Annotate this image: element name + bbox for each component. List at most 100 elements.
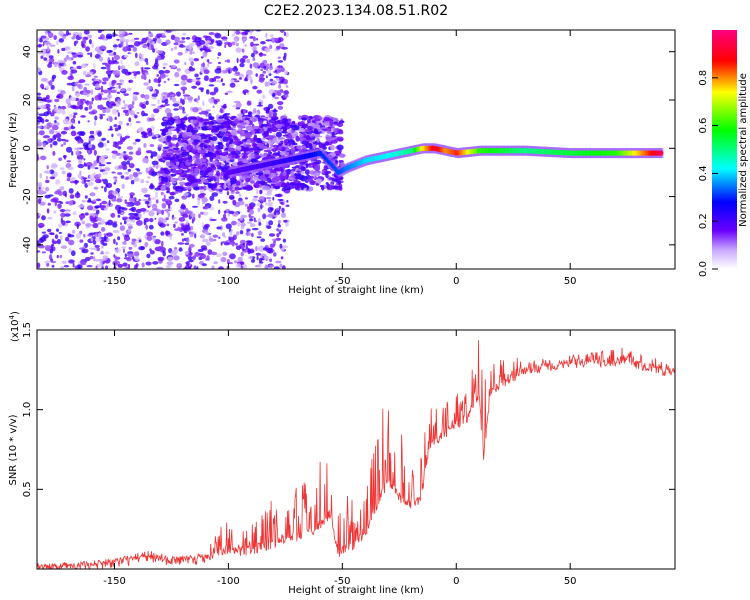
spectrogram-speckle (325, 173, 329, 179)
spectrogram-speckle (222, 103, 227, 110)
spectrogram-speckle (181, 121, 186, 124)
spectrogram-speckle (260, 68, 264, 71)
spectrogram-speckle (157, 83, 161, 87)
spectrogram-speckle (200, 245, 207, 250)
spectrogram-ridge-node (522, 148, 527, 153)
spectrogram-speckle (104, 186, 107, 193)
spectrogram-speckle (166, 223, 170, 227)
spectrogram-speckle (114, 195, 117, 200)
spectrogram-speckle (280, 151, 286, 156)
snr-y-tick-label: 1.0 (22, 402, 33, 418)
spectrogram-ridge-point (531, 148, 535, 154)
spectrogram-speckle (186, 78, 194, 83)
spectrogram-speckle (307, 178, 314, 183)
spectrogram-speckle (60, 235, 63, 241)
spectrogram-speckle (127, 71, 132, 75)
spectrogram-speckle (84, 212, 89, 216)
spectrogram-speckle (183, 96, 187, 101)
spectrogram-speckle (176, 263, 183, 269)
spectrogram-speckle (213, 99, 218, 105)
spectrogram-speckle (165, 230, 169, 237)
spectrogram-speckle (164, 198, 172, 202)
spectrogram-speckle (284, 122, 291, 127)
spectrogram-speckle (235, 102, 242, 109)
spectrogram-speckle (262, 132, 270, 137)
spectrogram-speckle (290, 170, 295, 176)
spectrogram-ridge-point (378, 155, 381, 160)
spectrogram-ridge-node (362, 158, 368, 163)
spectrogram-ridge-point (449, 149, 453, 155)
spectrogram-speckle (88, 101, 94, 105)
spectrogram-ridge-point (366, 157, 369, 163)
spectrogram-speckle (112, 222, 118, 228)
spectrogram-ridge-point (300, 154, 304, 160)
spectrogram-speckle (96, 217, 102, 222)
spectrogram-speckle (56, 137, 62, 142)
spectrogram-speckle (200, 193, 206, 196)
spectrogram-speckle (263, 152, 268, 157)
spectrogram-speckle (92, 173, 96, 176)
spectrogram-speckle (107, 219, 114, 226)
spectrogram-ridge-point (417, 146, 420, 152)
spectrogram-speckle (49, 123, 56, 126)
spectrogram-speckle (325, 136, 334, 142)
spectrogram-speckle (123, 103, 129, 108)
spectrogram-ridge-point (593, 150, 596, 156)
spectrogram-speckle (145, 180, 149, 184)
spectrogram-ridge-point (653, 150, 656, 156)
spectrogram-speckle (68, 259, 75, 264)
spectrogram-ridge-point (356, 161, 360, 167)
spectrogram-speckle (122, 262, 128, 267)
spectrogram-speckle (140, 94, 145, 98)
spectrogram-speckle (163, 80, 167, 84)
spectrogram-speckle (197, 197, 201, 201)
spectrogram-speckle (101, 49, 105, 52)
spectrogram-speckle (112, 44, 118, 48)
spectrogram-speckle (60, 130, 67, 135)
spectrogram-speckle (239, 239, 246, 245)
spectrogram-ridge-point (548, 149, 551, 155)
spectrogram-speckle (252, 257, 255, 260)
spectrogram-speckle (148, 210, 155, 217)
spectrogram-speckle (189, 232, 194, 238)
spectrogram-speckle (285, 85, 289, 88)
spectrogram-speckle (93, 248, 97, 251)
spectrogram-speckle (46, 262, 50, 267)
spectrogram-speckle (214, 68, 222, 74)
spectrogram-speckle (134, 114, 138, 119)
spectrogram-speckle (66, 160, 72, 163)
spectrogram-speckle (226, 128, 234, 131)
spectrogram-speckle (272, 92, 276, 98)
spectrogram-speckle (143, 94, 150, 100)
spectrogram-ridge-point (594, 150, 597, 156)
spectrogram-speckle (289, 182, 296, 186)
spectrogram-speckle (244, 132, 253, 138)
spectrogram-speckle (281, 207, 285, 213)
spectrogram-speckle (287, 139, 295, 145)
spectrogram-speckle (199, 234, 206, 239)
spectrogram-speckle (74, 81, 79, 87)
spectrogram-ridge-point (352, 162, 355, 168)
spectrogram-speckle (176, 91, 181, 97)
spectrogram-ridge-point (470, 149, 473, 155)
spectrogram-speckle (269, 44, 273, 49)
spectrogram-speckle (190, 61, 194, 66)
spectrogram-speckle (148, 224, 154, 230)
spectrogram-speckle (79, 239, 84, 243)
spectrogram-speckle (84, 107, 89, 111)
spectrogram-speckle (52, 141, 58, 146)
spectrogram-speckle (214, 33, 222, 39)
spectrogram-speckle (162, 156, 169, 160)
spectrogram-speckle (259, 153, 263, 157)
spectrogram-speckle (242, 55, 249, 59)
figure-title: C2E2.2023.134.08.51.R02 (264, 3, 448, 19)
spectrogram-speckle (257, 217, 261, 224)
spectrogram-speckle (266, 225, 272, 230)
snr-y-tick-label: 0.5 (22, 481, 33, 497)
spectrogram-speckle (120, 88, 126, 92)
spectrogram-speckle (275, 260, 282, 264)
spectrogram-speckle (252, 62, 260, 68)
spectrogram-speckle (170, 34, 176, 40)
